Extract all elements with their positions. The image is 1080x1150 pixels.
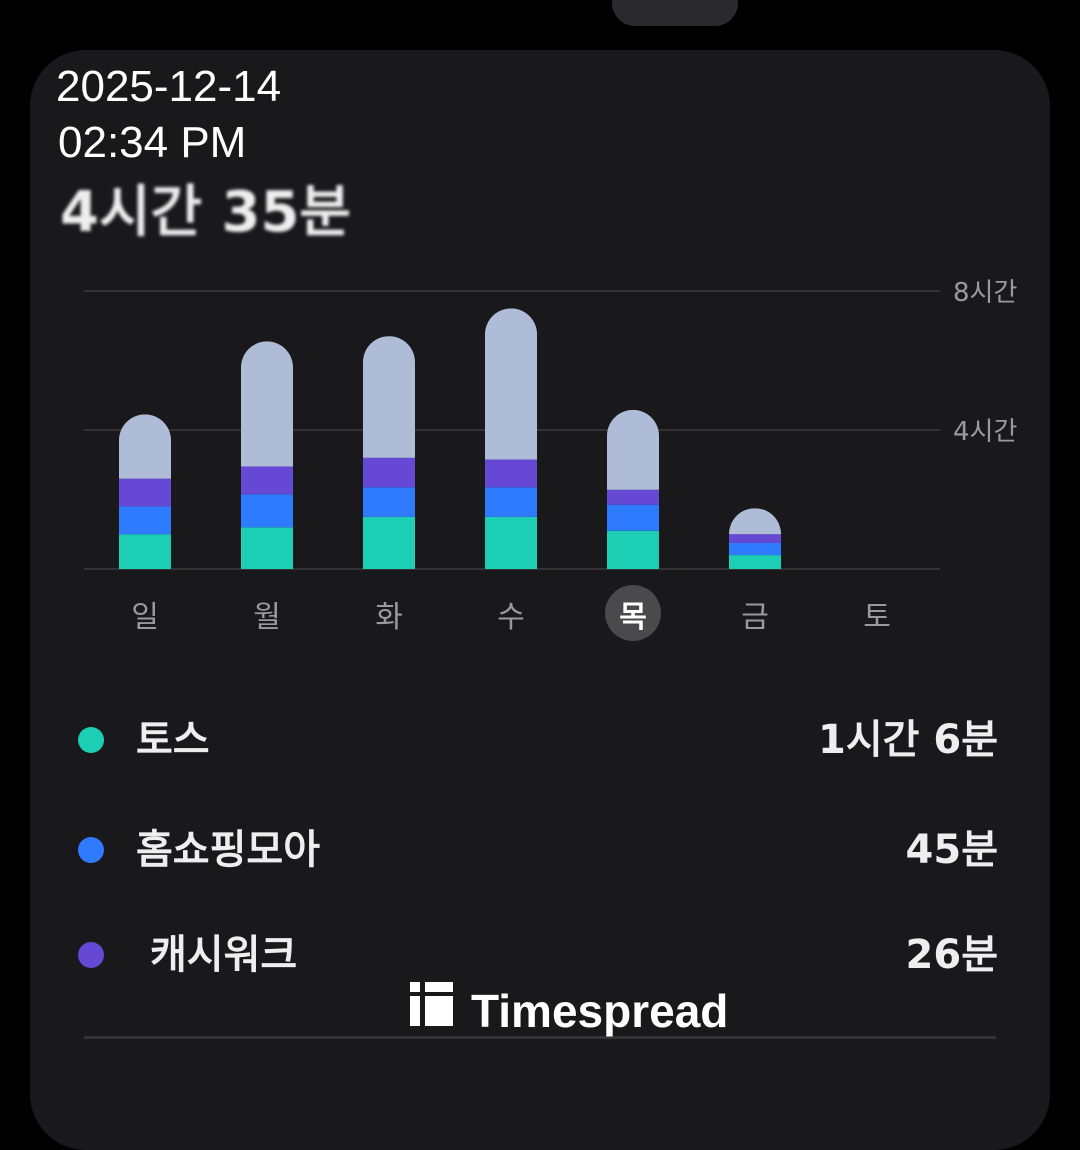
bar-segment (607, 489, 659, 505)
legend-dot (78, 727, 104, 753)
bar-segment (607, 530, 659, 569)
bar-segment (363, 336, 415, 458)
x-tick-label[interactable]: 금 (741, 600, 769, 635)
watermark-text: Timespread (471, 985, 729, 1037)
timespread-logo-icon (410, 982, 453, 1026)
bar-segment (607, 409, 659, 490)
x-tick-label[interactable]: 수 (497, 600, 525, 635)
bar-segment (363, 487, 415, 517)
camera-notch (612, 0, 738, 26)
legend-item-cashwalk[interactable]: 캐시워크 26분 (78, 925, 998, 985)
bar-segment (485, 516, 537, 569)
bar-segment (729, 508, 781, 535)
bar-segment (729, 555, 781, 569)
legend-item-homeshoppingmoa[interactable]: 홈쇼핑모아 45분 (78, 820, 998, 880)
y-tick-label: 4시간 (953, 417, 1017, 447)
total-time-title: 4시간 35분 (60, 180, 351, 245)
bar-segment (607, 504, 659, 531)
legend-item-toss[interactable]: 토스 1시간 6분 (78, 710, 998, 770)
divider (84, 1036, 996, 1039)
x-tick-label[interactable]: 월 (253, 600, 281, 635)
bar-segment (119, 506, 171, 535)
legend-dot (78, 837, 104, 863)
bar-segment (363, 457, 415, 488)
bar-segment (729, 534, 781, 543)
x-tick-label[interactable]: 일 (131, 600, 159, 635)
legend-name: 토스 (136, 717, 210, 763)
x-tick-label[interactable]: 화 (375, 600, 403, 635)
x-tick-label[interactable]: 목 (619, 600, 647, 635)
selected-day-highlight (605, 585, 661, 641)
legend-value: 26분 (905, 932, 998, 978)
bar-segment (119, 534, 171, 569)
bar-segment (485, 459, 537, 488)
bar-segment (119, 478, 171, 507)
y-tick-label: 8시간 (953, 278, 1017, 308)
bar-segment (119, 414, 171, 479)
x-tick-label[interactable]: 토 (863, 600, 891, 635)
timestamp-time: 02:34 PM (58, 118, 247, 167)
bar-segment (363, 516, 415, 569)
bar-segment (241, 527, 293, 569)
bar-segment (241, 466, 293, 495)
legend-value: 45분 (905, 827, 998, 873)
bar-segment (729, 542, 781, 556)
screen-time-card (30, 50, 1050, 1150)
legend-value: 1시간 6분 (818, 717, 998, 763)
bar-segment (241, 341, 293, 467)
legend-dot (78, 942, 104, 968)
timestamp-date: 2025-12-14 (56, 62, 282, 111)
bar-segment (241, 494, 293, 528)
timespread-watermark: Timespread (410, 982, 729, 1037)
legend-name: 홈쇼핑모아 (136, 827, 320, 873)
bar-segment (485, 308, 537, 460)
legend-name: 캐시워크 (150, 932, 298, 978)
bar-segment (485, 487, 537, 517)
